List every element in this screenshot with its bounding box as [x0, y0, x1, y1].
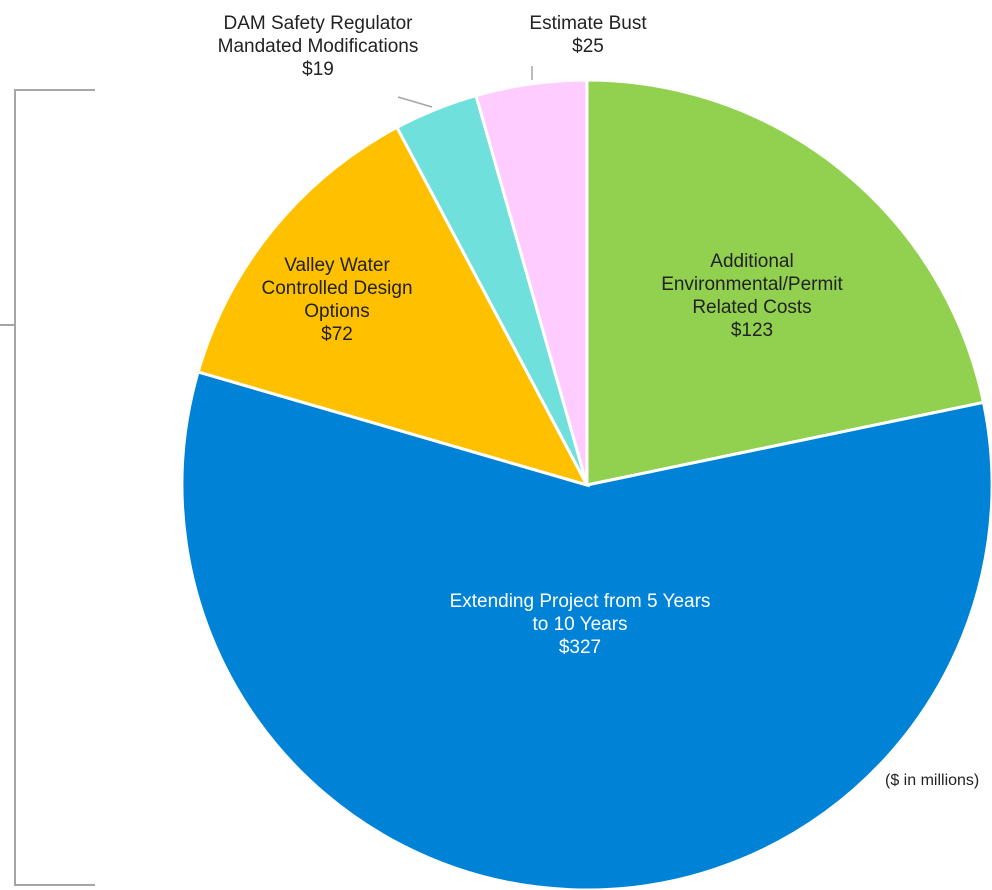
slice-label: DAM Safety Regulator Mandated Modificati…	[193, 12, 443, 81]
category-label: Valley Water Controlled Design Options	[261, 255, 413, 322]
slices	[180, 78, 992, 890]
pie-slice	[585, 78, 986, 487]
category-label: Estimate Bust	[529, 13, 647, 34]
category-label: DAM Safety Regulator Mandated Modificati…	[217, 13, 419, 57]
category-label: Extending Project from 5 Years to 10 Yea…	[449, 591, 711, 635]
pie-slice	[196, 125, 590, 488]
leader-line	[397, 96, 433, 108]
value-label: $123	[730, 320, 774, 341]
slice-label: Extending Project from 5 Years to 10 Yea…	[445, 590, 715, 659]
value-label: $19	[302, 59, 334, 80]
category-label: Additional Environmental/Permit Related …	[661, 251, 843, 318]
bracket	[14, 89, 95, 886]
slice-label: Additional Environmental/Permit Related …	[637, 250, 867, 342]
value-label: $72	[321, 324, 353, 345]
value-label: $25	[572, 36, 604, 57]
value-label: $327	[558, 637, 602, 658]
unit-note: ($ in millions)	[885, 772, 980, 789]
slice-label: Estimate Bust $25	[488, 12, 688, 58]
slice-label: Valley Water Controlled Design Options $7…	[247, 254, 427, 346]
pie-slice	[474, 78, 589, 486]
